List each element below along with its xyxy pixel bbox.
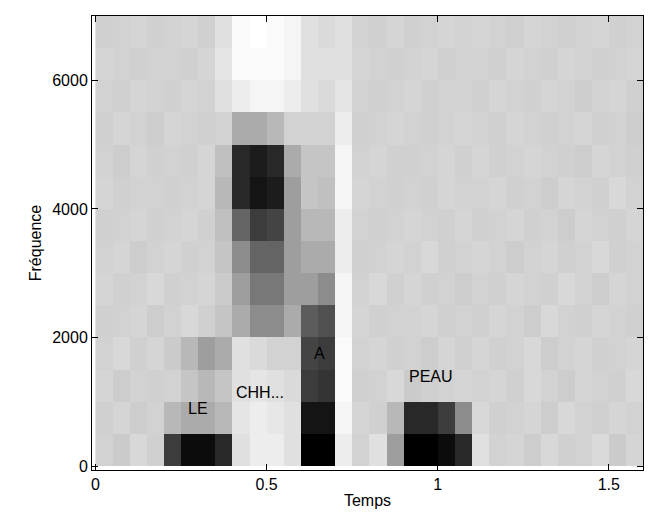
svg-text:4000: 4000 [52, 201, 88, 218]
svg-text:Fréquence: Fréquence [27, 205, 44, 282]
svg-text:PEAU: PEAU [409, 368, 453, 385]
svg-text:CHH...: CHH... [236, 384, 284, 401]
svg-text:0.5: 0.5 [255, 476, 277, 493]
svg-text:LE: LE [188, 400, 208, 417]
svg-text:1: 1 [433, 476, 442, 493]
svg-text:A: A [314, 345, 325, 362]
svg-text:2000: 2000 [52, 329, 88, 346]
svg-text:0: 0 [79, 458, 88, 475]
svg-text:Temps: Temps [344, 492, 391, 509]
svg-text:6000: 6000 [52, 72, 88, 89]
svg-text:0: 0 [91, 476, 100, 493]
svg-text:1.5: 1.5 [598, 476, 620, 493]
